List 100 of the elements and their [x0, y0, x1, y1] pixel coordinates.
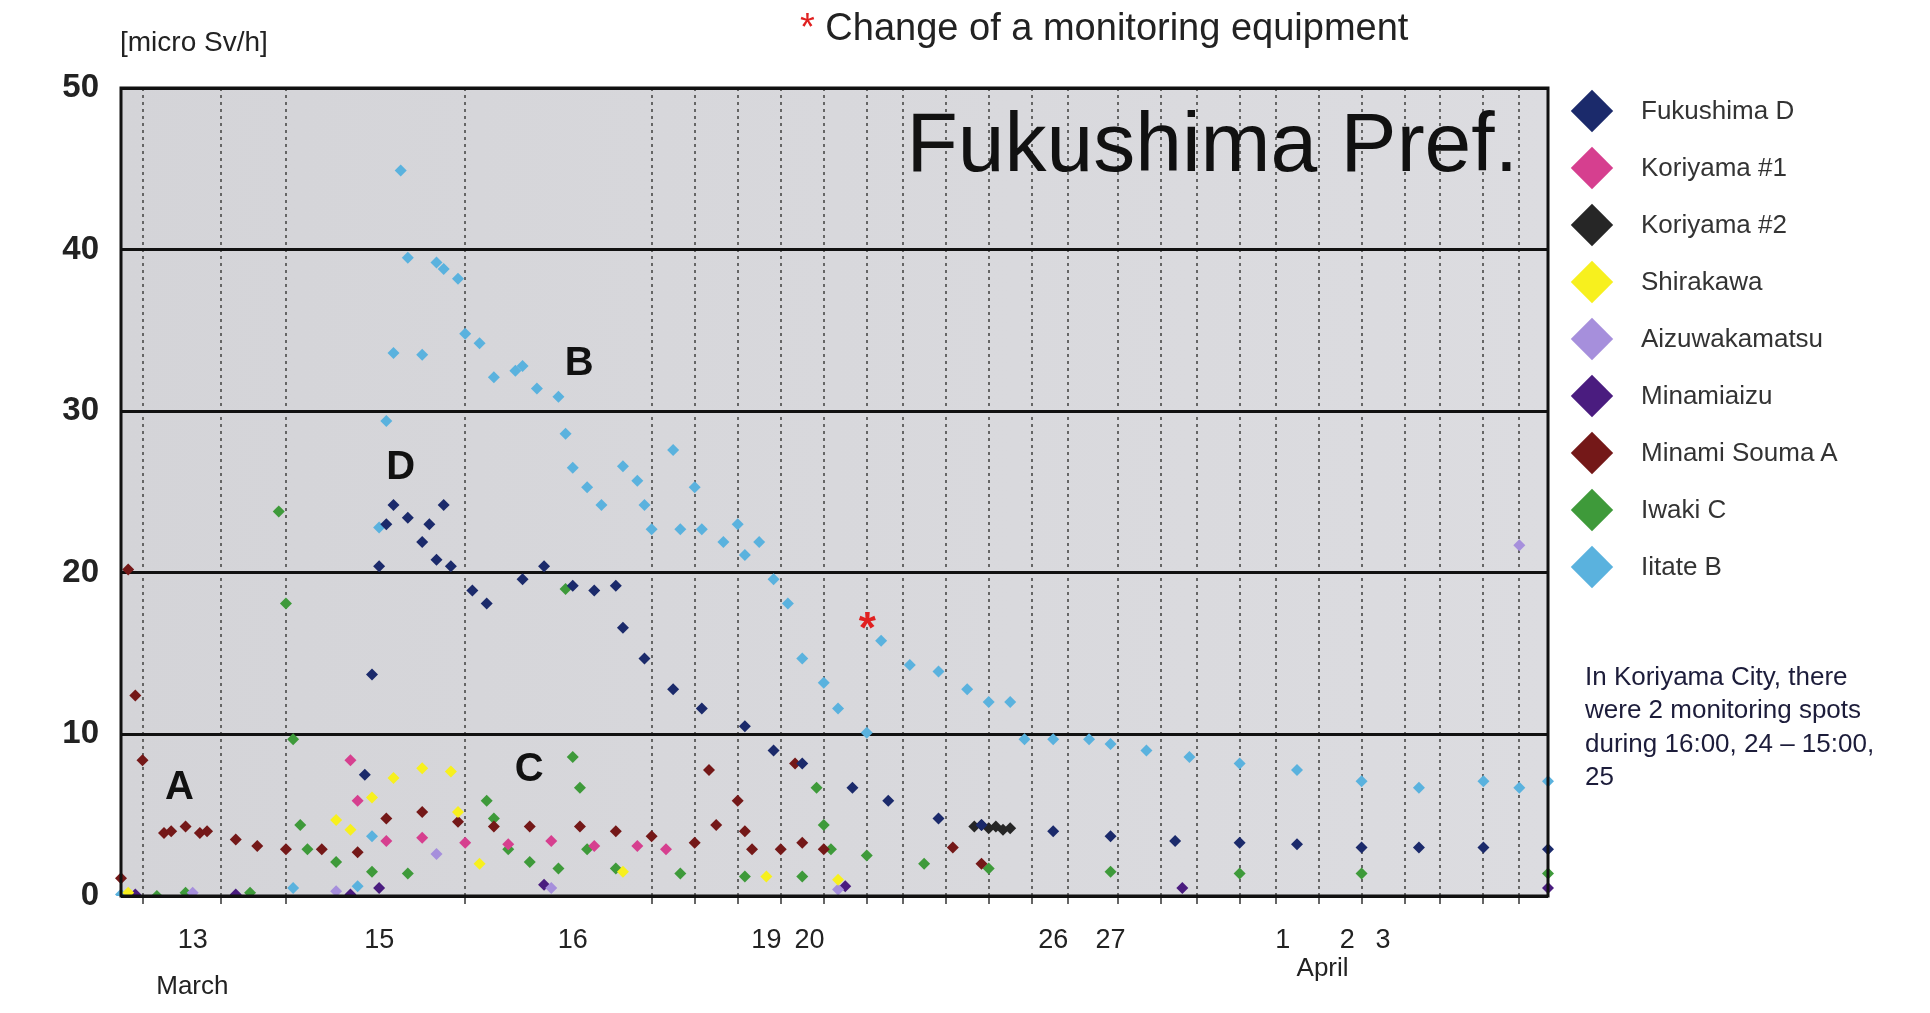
x-tick-label: 27 [1095, 923, 1126, 954]
y-tick-label: 40 [62, 228, 99, 266]
point [774, 843, 787, 856]
x-tick-label: 19 [751, 923, 782, 954]
point [796, 870, 809, 883]
point [796, 836, 809, 849]
point [817, 843, 830, 856]
legend-label: Fukushima D [1641, 95, 1795, 126]
point [444, 765, 457, 778]
point [279, 597, 292, 610]
legend-label: Aizuwakamatsu [1641, 323, 1824, 354]
point [416, 805, 429, 818]
x-tick-label: 15 [364, 923, 395, 954]
point [315, 843, 328, 856]
point [365, 791, 378, 804]
y-tick-label: 0 [80, 875, 99, 913]
point [1477, 841, 1490, 854]
point [380, 812, 393, 825]
annotation: D [386, 442, 416, 487]
x-tick-label: 13 [177, 923, 208, 954]
point [365, 668, 378, 681]
point [437, 498, 450, 511]
point [767, 744, 780, 757]
point [244, 886, 257, 896]
point [165, 825, 178, 838]
point [122, 886, 135, 896]
text: March [156, 969, 229, 1000]
y-tick-label: 10 [62, 713, 99, 751]
point [1169, 835, 1182, 848]
point [1513, 539, 1526, 552]
point [545, 881, 558, 894]
point [566, 579, 579, 592]
point [946, 841, 959, 854]
legend-label: Shirakawa [1641, 266, 1763, 297]
x-tick-label: 20 [794, 923, 825, 954]
point [480, 794, 493, 807]
point [516, 573, 529, 586]
point [344, 754, 357, 767]
point [229, 833, 242, 846]
point [1104, 830, 1117, 843]
point [738, 825, 751, 838]
point [631, 839, 644, 852]
point [301, 843, 314, 856]
point [272, 505, 285, 518]
x-tick-label: 16 [557, 923, 588, 954]
text: * Change of a monitoring equipment [800, 6, 1409, 48]
point [251, 839, 264, 852]
point [387, 498, 400, 511]
text: In Koriyama City, there were 2 monitoring spots during 16:00, 24 – 15:00, 25 [1585, 660, 1876, 793]
x-tick-label: 2 [1339, 923, 1355, 954]
y-tick-label: 50 [62, 67, 99, 105]
point [638, 652, 651, 665]
point [918, 857, 931, 870]
point [387, 772, 400, 785]
point [703, 763, 716, 776]
legend-label: Iitate B [1641, 551, 1722, 582]
point [810, 781, 823, 794]
point [480, 597, 493, 610]
point [588, 839, 601, 852]
point [1355, 841, 1368, 854]
point [186, 886, 199, 896]
point [1004, 822, 1017, 835]
chart-title: Fukushima Pref. [906, 95, 1518, 190]
point [710, 818, 723, 831]
point [430, 553, 443, 566]
point [523, 856, 536, 869]
x-tick-label: 3 [1375, 923, 1391, 954]
point [373, 560, 386, 573]
point [279, 843, 292, 856]
legend-label: Minamiaizu [1641, 380, 1773, 411]
legend-label: Koriyama #2 [1641, 209, 1787, 240]
point [817, 818, 830, 831]
point [380, 518, 393, 531]
point [330, 856, 343, 869]
text: April [1296, 951, 1349, 982]
point [401, 511, 414, 524]
point [846, 781, 859, 794]
y-tick-label: 20 [62, 551, 99, 589]
point [466, 584, 479, 597]
point [1355, 867, 1368, 880]
point [358, 768, 371, 781]
point [1233, 867, 1246, 880]
y-axis-title: [micro Sv/h] [120, 26, 268, 58]
legend-label: Koriyama #1 [1641, 152, 1787, 183]
point [1291, 838, 1304, 851]
point [760, 870, 773, 883]
point [566, 751, 579, 764]
point [459, 836, 472, 849]
point [1104, 865, 1117, 878]
point [136, 754, 149, 767]
point [487, 820, 500, 833]
x-tick-label: 1 [1275, 923, 1291, 954]
point [731, 794, 744, 807]
point [179, 820, 192, 833]
point [674, 867, 687, 880]
point [351, 846, 364, 859]
point [444, 560, 457, 573]
point [502, 838, 515, 851]
point [559, 582, 572, 595]
point [416, 831, 429, 844]
